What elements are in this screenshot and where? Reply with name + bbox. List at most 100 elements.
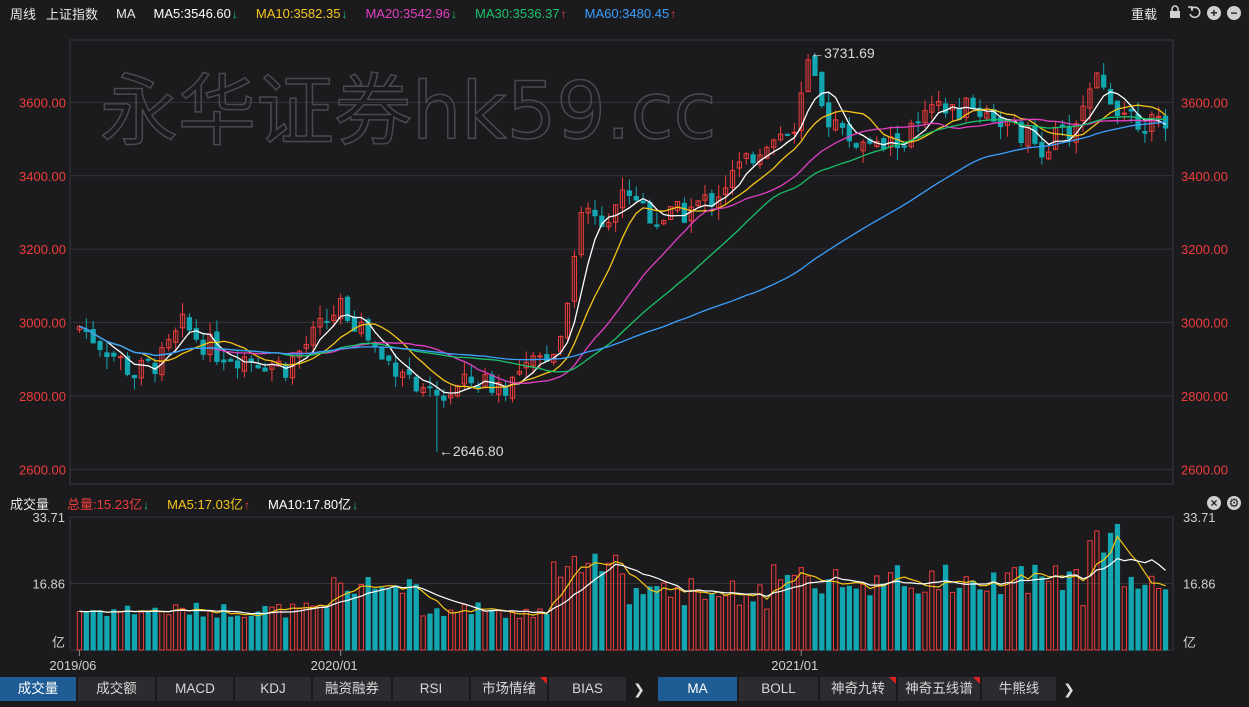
volume-bar <box>571 555 578 651</box>
price-tick-right: 3600.00 <box>1181 95 1228 110</box>
tab-MA[interactable]: MA <box>658 677 737 701</box>
candle-body <box>358 321 364 334</box>
tab-市场情绪[interactable]: 市场情绪 <box>471 677 547 701</box>
price-tick-right: 3400.00 <box>1181 169 1228 184</box>
candle-body <box>571 255 578 302</box>
tab-BIAS[interactable]: BIAS <box>549 677 626 701</box>
ma-value-3: MA30:3536.37 <box>475 5 560 21</box>
ma-value-trend-icon: ↓ <box>341 6 348 21</box>
candle-body <box>908 122 914 148</box>
candle-body <box>427 386 433 389</box>
volume-bar <box>626 604 633 651</box>
volume-bar <box>1135 588 1141 651</box>
settings-icon[interactable]: ⚙ <box>1227 496 1241 510</box>
tab-融资融券[interactable]: 融资融券 <box>313 677 391 701</box>
volume-bar <box>496 610 502 651</box>
more-right-icon[interactable]: ❯ <box>1063 681 1075 697</box>
volume-bar <box>970 580 976 651</box>
candle-body <box>977 107 983 117</box>
candle-body <box>901 145 907 148</box>
candle-body <box>331 314 337 321</box>
volume-bar <box>1011 567 1017 651</box>
reload-button[interactable]: 重载 <box>1130 6 1157 22</box>
candle-body <box>1094 72 1100 89</box>
tab-神奇九转[interactable]: 神奇九转 <box>820 677 896 701</box>
tab-BOLL[interactable]: BOLL <box>739 677 818 701</box>
candle-body <box>228 359 234 362</box>
volume-bar <box>131 614 138 651</box>
volume-bar <box>784 574 791 651</box>
more-left-icon[interactable]: ❯ <box>633 681 645 697</box>
volume-tick-left: 33.71 <box>32 510 65 525</box>
undo-icon[interactable] <box>1187 5 1201 22</box>
volume-bar <box>83 611 89 651</box>
volume-bar <box>764 608 770 651</box>
line-ma20 <box>79 118 1166 384</box>
candle-body <box>558 336 564 352</box>
volume-bar <box>798 567 804 651</box>
candle-body <box>674 200 681 211</box>
zoom-out-icon[interactable]: − <box>1227 6 1241 20</box>
tab-RSI[interactable]: RSI <box>393 677 469 701</box>
volume-bar <box>372 588 378 651</box>
candle-body <box>97 340 103 351</box>
volume-bar <box>1156 588 1162 651</box>
tab-成交量[interactable]: 成交量 <box>0 677 76 701</box>
volume-title: 成交量 <box>10 496 50 512</box>
tab-神奇五线谱[interactable]: 神奇五线谱 <box>898 677 980 701</box>
zoom-in-icon[interactable]: + <box>1207 6 1221 20</box>
volume-bar <box>1107 532 1114 651</box>
volume-bar <box>516 617 523 651</box>
candle-body <box>984 112 990 119</box>
candle-body <box>1073 123 1079 143</box>
line-vol_ma5 <box>79 535 1166 617</box>
tab-MACD[interactable]: MACD <box>157 677 233 701</box>
volume-bar <box>1162 589 1169 651</box>
volume-bar <box>317 604 323 651</box>
lock-icon[interactable] <box>1169 4 1181 22</box>
candle-body <box>441 395 447 401</box>
volume-bar <box>90 610 96 651</box>
tab-牛熊线[interactable]: 牛熊线 <box>982 677 1056 701</box>
candle-body <box>771 139 777 148</box>
candle-body <box>922 110 928 124</box>
volume-bar <box>1004 572 1011 651</box>
candle-body <box>399 371 406 378</box>
volume-bar <box>997 594 1004 651</box>
volume-bar <box>289 603 296 651</box>
candle-body <box>166 339 172 349</box>
volume-bar <box>1059 590 1066 651</box>
close-icon[interactable]: × <box>1207 496 1221 510</box>
candle-body <box>564 302 571 339</box>
volume-bar <box>1121 586 1127 651</box>
volume-bar <box>145 610 151 651</box>
price-tick-right: 3000.00 <box>1181 316 1228 331</box>
tab-成交额[interactable]: 成交额 <box>78 677 155 701</box>
volume-bar <box>716 596 722 651</box>
volume-bar <box>839 587 846 651</box>
candle-body <box>173 330 179 343</box>
price-tick-right: 2600.00 <box>1181 462 1228 477</box>
volume-bar <box>606 562 612 651</box>
indicator-name[interactable]: MA <box>116 5 136 21</box>
ma-value-2: MA20:3542.96 <box>365 5 451 21</box>
volume-bar <box>640 594 646 651</box>
candle-body <box>338 298 344 320</box>
volume-bar <box>585 562 591 651</box>
candle-body <box>812 55 818 76</box>
volume-bar <box>248 615 254 651</box>
volume-bar <box>228 616 234 651</box>
volume-bar <box>406 579 413 651</box>
volume-bar <box>503 617 509 651</box>
candle-body <box>468 376 474 384</box>
volume-tick-right: 亿 <box>1183 635 1196 650</box>
volume-value-trend-icon: ↓ <box>143 497 150 512</box>
volume-bar <box>908 587 914 651</box>
volume-values: 总量:15.23亿↓ MA5:17.03亿↑ MA10:17.80亿↓ <box>49 494 358 513</box>
tab-KDJ[interactable]: KDJ <box>235 677 311 701</box>
period-label[interactable]: 周线 <box>10 6 37 22</box>
volume-value-2: MA10:17.80亿 <box>268 496 352 512</box>
volume-bar <box>214 617 220 651</box>
candle-body <box>1032 125 1038 144</box>
